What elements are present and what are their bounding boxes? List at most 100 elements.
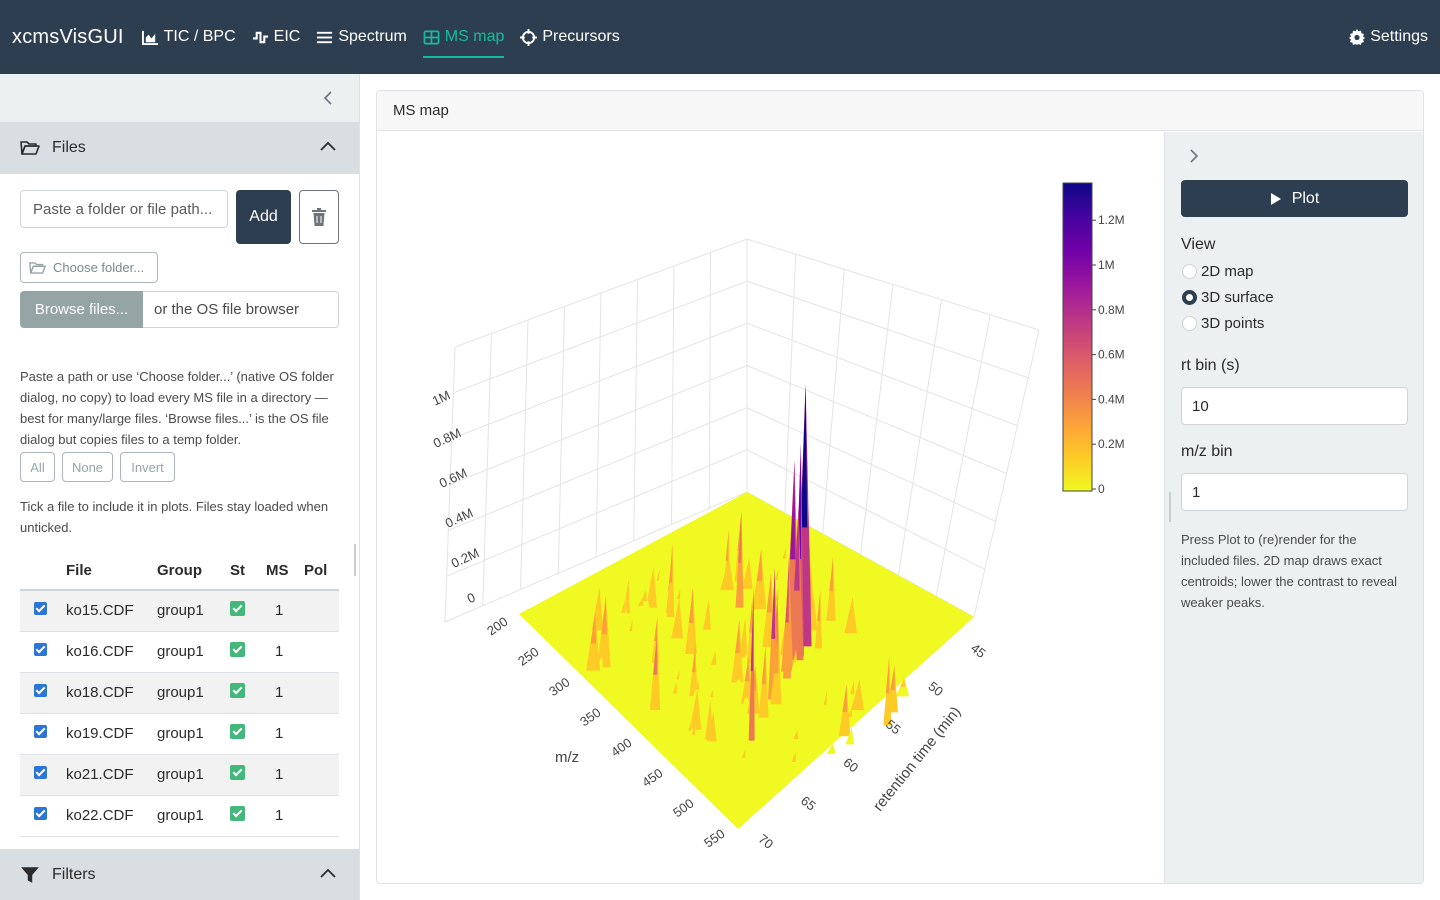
file-group: group1 [157, 713, 230, 755]
tab-precursors-label: Precursors [542, 28, 620, 45]
surface-peak-top [845, 652, 851, 659]
choose-folder-button[interactable]: Choose folder... [20, 252, 158, 283]
select-all-button[interactable]: All [20, 452, 55, 482]
surface-peak-top [743, 697, 749, 705]
surface-peak-top [810, 598, 815, 615]
include-checkbox[interactable] [34, 725, 47, 738]
surface-peak-top [738, 510, 742, 563]
mz-bin-input[interactable] [1181, 473, 1408, 511]
ms-map-3d-surface-plot[interactable]: 20025030035040045050055045505560657000.2… [377, 132, 1164, 884]
view-option-3d-points[interactable]: 3D points [1182, 315, 1264, 332]
surface-peak [660, 719, 670, 736]
chevron-up-icon[interactable] [319, 139, 337, 153]
path-input[interactable] [20, 190, 228, 228]
chevron-left-icon[interactable] [321, 88, 335, 108]
col-file[interactable]: File [66, 552, 157, 591]
surface-peak-top [590, 612, 597, 644]
tab-tic-bpc[interactable]: TIC / BPC [141, 0, 236, 74]
invert-selection-button[interactable]: Invert [120, 452, 175, 482]
status-check-icon [230, 601, 245, 617]
radio-3d-points[interactable] [1182, 316, 1197, 331]
surface-peak-top [756, 657, 760, 663]
settings-label: Settings [1370, 28, 1428, 45]
col-group[interactable]: Group [157, 552, 230, 591]
chevron-right-icon[interactable] [1187, 146, 1201, 166]
include-checkbox[interactable] [34, 643, 47, 656]
col-status[interactable]: St [230, 552, 266, 591]
surface-peak-top [766, 572, 772, 613]
plot-options-panel: Plot View 2D map 3D surface 3D points rt… [1164, 132, 1423, 883]
colorbar-gradient [1062, 182, 1093, 492]
surface-peaks [586, 384, 910, 773]
rt-bin-input[interactable] [1181, 387, 1408, 425]
col-ms[interactable]: MS [266, 552, 304, 591]
view-label: View [1181, 236, 1216, 253]
status-check-icon [230, 806, 245, 821]
clear-files-button[interactable] [299, 190, 339, 244]
plot-area[interactable]: 200 250 300 350 400 450 500 550 45 50 55 60 65 70 0 0.2… [377, 132, 1164, 884]
surface-peak-top [771, 567, 776, 639]
include-checkbox[interactable] [34, 807, 47, 820]
plot-button-label: Plot [1291, 189, 1320, 207]
tab-precursors[interactable]: Precursors [520, 0, 620, 74]
file-ms-level: 1 [266, 795, 304, 837]
surface-peak-top [850, 680, 855, 694]
sidebar-resize-handle[interactable] [354, 544, 356, 576]
view-option-2d-map[interactable]: 2D map [1182, 263, 1254, 280]
files-accordion-header[interactable]: Files [0, 122, 359, 174]
surface-peak-top [691, 722, 696, 735]
radio-3d-surface[interactable] [1182, 290, 1197, 305]
view-option-3d-surface[interactable]: 3D surface [1182, 289, 1274, 306]
surface-peak-top [855, 679, 861, 696]
surface-peak-top [785, 704, 790, 711]
play-icon [1270, 192, 1281, 205]
tab-ms-map[interactable]: MS map [422, 0, 504, 74]
browse-files-button[interactable]: Browse files... [20, 291, 143, 328]
settings-button[interactable]: Settings [1349, 0, 1428, 74]
filter-icon [21, 867, 39, 883]
table-row[interactable]: ko18.CDF group1 1 [20, 672, 339, 714]
file-name: ko22.CDF [66, 795, 157, 837]
table-row[interactable]: ko15.CDF group1 1 [20, 590, 339, 632]
surface-peak [779, 727, 788, 738]
select-none-button[interactable]: None [62, 452, 113, 482]
file-group: group1 [157, 795, 230, 837]
include-checkbox[interactable] [34, 766, 47, 779]
gear-icon [1349, 29, 1366, 45]
grid-table-icon [423, 30, 440, 44]
surface-peak [753, 657, 762, 669]
panel-resize-handle[interactable] [1169, 492, 1171, 522]
colorbar-tick-label: 0.8M [1098, 303, 1125, 317]
tab-eic[interactable]: EIC [252, 0, 300, 74]
add-button[interactable]: Add [236, 190, 291, 244]
z-tick-label: 0.6M [437, 465, 470, 491]
surface-peak-top [598, 656, 603, 662]
include-checkbox[interactable] [34, 602, 47, 616]
filters-accordion-header[interactable]: Filters [0, 849, 359, 900]
surface-peak-top [792, 649, 797, 663]
bars-icon [317, 31, 333, 43]
surface-peak-top [705, 599, 709, 616]
x-tick-label: 250 [515, 644, 541, 669]
folder-open-icon [29, 261, 46, 274]
surface-peak-top [725, 671, 731, 676]
col-pol[interactable]: Pol [304, 552, 339, 591]
app-brand[interactable]: xcmsVisGUI [12, 25, 124, 48]
surface-peak-top [823, 690, 827, 705]
surface-peak-top [691, 645, 696, 673]
surface-peak-top [784, 745, 788, 753]
file-name: ko16.CDF [66, 631, 157, 673]
surface-peak-top [749, 597, 753, 633]
surface-peak-top [744, 656, 750, 682]
radio-2d-map[interactable] [1182, 264, 1197, 279]
plot-button[interactable]: Plot [1181, 180, 1408, 217]
table-row[interactable]: ko16.CDF group1 1 [20, 631, 339, 673]
table-row[interactable]: ko19.CDF group1 1 [20, 713, 339, 755]
tab-spectrum[interactable]: Spectrum [316, 0, 407, 74]
folder-open-icon [20, 141, 40, 155]
include-checkbox[interactable] [34, 684, 47, 697]
table-row[interactable]: ko21.CDF group1 1 [20, 754, 339, 796]
table-row[interactable]: ko22.CDF group1 1 [20, 795, 339, 837]
x-tick-label: 200 [484, 614, 510, 639]
chevron-up-icon[interactable] [319, 866, 337, 880]
